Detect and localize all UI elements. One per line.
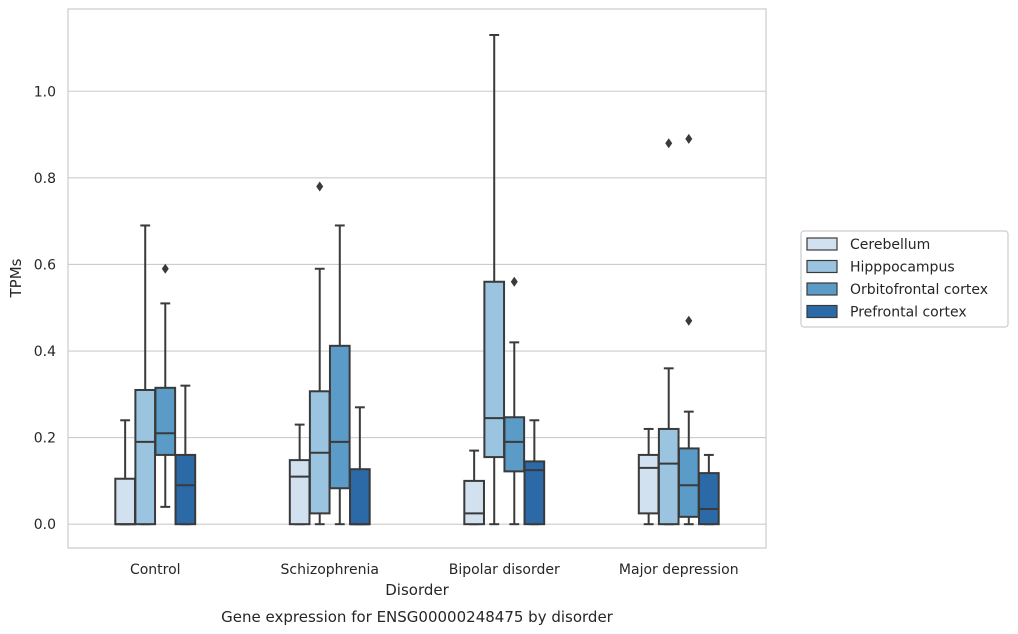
y-tick-label: 1.0 [34, 84, 56, 100]
y-tick-label: 0.6 [34, 257, 56, 273]
box [657, 427, 680, 526]
box [288, 459, 311, 526]
box [134, 388, 157, 526]
box [328, 344, 351, 490]
outlier-point [665, 138, 673, 149]
x-axis-label: Disorder [385, 581, 449, 599]
box [698, 472, 720, 526]
outlier-point [685, 133, 693, 144]
x-axis-ticks: Control Schizophrenia Bipolar disorder Majo… [130, 562, 739, 578]
legend-label: Orbitofrontal cortex [850, 282, 988, 298]
box [154, 386, 177, 456]
legend-label: Hipppocampus [850, 260, 955, 276]
box [503, 416, 526, 473]
box [523, 460, 546, 526]
box [677, 447, 700, 518]
outlier-point [510, 276, 518, 287]
legend-swatch [806, 282, 838, 296]
legend-label: Prefrontal cortex [850, 305, 967, 321]
y-tick-label: 0.8 [34, 171, 56, 187]
chart-caption: Gene expression for ENSG00000248475 by d… [221, 608, 614, 626]
y-axis-ticks: 0.0 0.2 0.4 0.6 0.8 1.0 [34, 84, 56, 533]
box [114, 477, 136, 526]
box [174, 453, 197, 526]
x-tick-label: Bipolar disorder [449, 562, 560, 578]
y-tick-label: 0.4 [34, 344, 56, 360]
series-orbitofrontal-cortex [154, 133, 700, 526]
box [349, 468, 371, 526]
legend: Cerebellum Hipppocampus Orbitofrontal cort… [800, 230, 1009, 328]
legend-label: Cerebellum [850, 237, 930, 253]
legend-swatch [806, 237, 838, 251]
series-prefrontal-cortex [174, 384, 720, 526]
box [463, 479, 485, 526]
box [637, 453, 660, 515]
legend-swatch [806, 304, 838, 319]
legend-frame [800, 230, 1009, 328]
box [483, 280, 506, 459]
plot-area-frame [67, 8, 767, 549]
y-tick-label: 0.2 [34, 431, 56, 447]
box-series-group [114, 33, 720, 526]
x-tick-label: Major depression [619, 562, 739, 578]
y-tick-label: 0.0 [34, 517, 56, 533]
series-cerebellum [114, 419, 660, 526]
legend-swatch [806, 259, 838, 274]
outlier-point [161, 263, 169, 274]
y-axis-label: TPMs [7, 258, 25, 298]
series-hipppocampus [134, 33, 680, 526]
outlier-point [316, 181, 324, 192]
x-tick-label: Control [130, 562, 181, 578]
outlier-point [685, 315, 693, 326]
x-tick-label: Schizophrenia [281, 562, 379, 578]
